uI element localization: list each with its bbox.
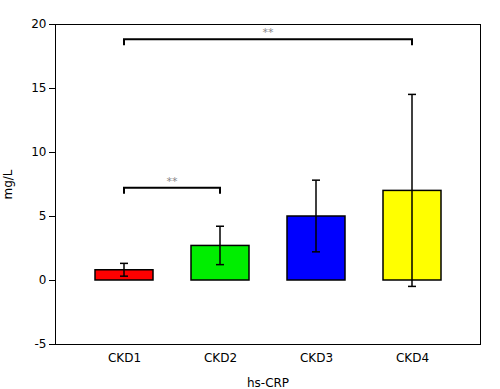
svg-text:15: 15 — [31, 81, 46, 95]
svg-text:**: ** — [263, 26, 275, 39]
svg-text:CKD3: CKD3 — [300, 351, 333, 365]
svg-text:-5: -5 — [35, 337, 47, 351]
svg-text:**: ** — [167, 175, 179, 188]
svg-text:10: 10 — [31, 145, 46, 159]
svg-text:hs-CRP: hs-CRP — [247, 376, 289, 389]
svg-text:mg/L: mg/L — [1, 169, 15, 199]
svg-text:CKD1: CKD1 — [108, 351, 141, 365]
svg-text:0: 0 — [39, 273, 47, 287]
svg-text:5: 5 — [39, 209, 47, 223]
svg-text:20: 20 — [31, 17, 46, 31]
svg-text:CKD4: CKD4 — [396, 351, 429, 365]
svg-text:CKD2: CKD2 — [204, 351, 237, 365]
